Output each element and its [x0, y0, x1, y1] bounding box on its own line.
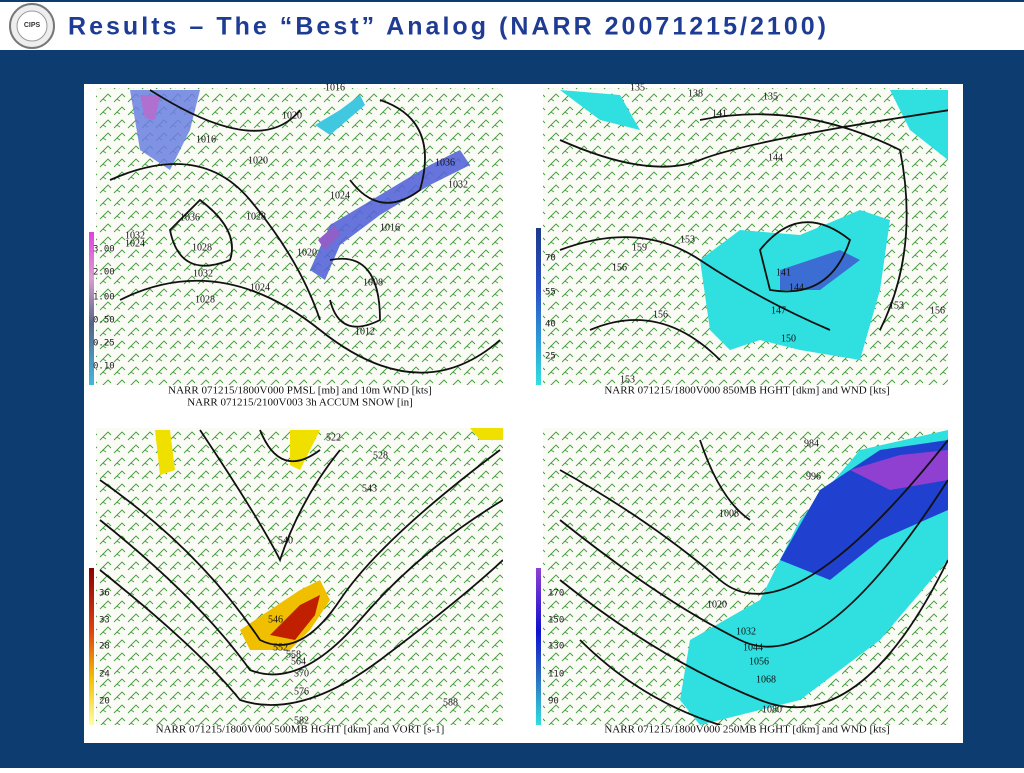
map-caption: NARR 071215/2100V003 3h ACCUM SNOW [in]	[187, 397, 413, 409]
colorbar	[536, 228, 541, 385]
colorbar-label: 0.25	[93, 339, 115, 349]
header-bar	[0, 2, 1024, 50]
slide-title: Results – The “Best” Analog (NARR 200712…	[68, 13, 826, 41]
contour-label: 144	[768, 152, 783, 163]
colorbar-label: 20	[99, 697, 110, 707]
contour-label: 1008	[363, 277, 383, 288]
colorbar-label: 1.00	[93, 293, 115, 303]
contour-label: 135	[630, 82, 645, 93]
colorbar-label: 130	[548, 642, 564, 652]
contour-label: 147	[771, 305, 786, 316]
contour-label: 984	[804, 438, 819, 449]
contour-label: 1016	[380, 222, 400, 233]
contour-label: 153	[620, 374, 635, 385]
colorbar	[89, 568, 94, 725]
contour-label: 1068	[756, 674, 776, 685]
contour-label: 150	[781, 333, 796, 344]
contour-label: 1032	[125, 230, 145, 241]
contour-label: 528	[373, 450, 388, 461]
contour-label: 1020	[707, 599, 727, 610]
contour-label: 1020	[282, 110, 302, 121]
contour-label: 1024	[330, 190, 350, 201]
map-250mb	[543, 428, 948, 725]
colorbar-label: 24	[99, 670, 110, 680]
contour-label: 1028	[195, 294, 215, 305]
colorbar-label: 2.00	[93, 268, 115, 278]
contour-label: 156	[653, 309, 668, 320]
contour-label: 144	[789, 282, 804, 293]
contour-label: 153	[889, 300, 904, 311]
colorbar-label: 40	[545, 320, 556, 330]
map-caption: NARR 071215/1800V000 250MB HGHT [dkm] an…	[604, 724, 889, 736]
header-line	[0, 0, 1024, 2]
colorbar-label: 55	[545, 288, 556, 298]
contour-label: 153	[680, 234, 695, 245]
contour-label: 1044	[743, 642, 763, 653]
colorbar-label: 28	[99, 642, 110, 652]
map-pmsl	[96, 88, 503, 385]
map-caption: NARR 071215/1800V000 500MB HGHT [dkm] an…	[156, 724, 445, 736]
contour-label: 138	[688, 88, 703, 99]
contour-label: 996	[806, 471, 821, 482]
contour-label: 1056	[749, 656, 769, 667]
contour-label: 135	[763, 91, 778, 102]
contour-label: 576	[294, 686, 309, 697]
logo-text: CIPS	[24, 22, 41, 29]
contour-label: 1032	[448, 179, 468, 190]
contour-label: 1012	[355, 326, 375, 337]
contour-label: 588	[443, 697, 458, 708]
colorbar-label: 0.50	[93, 316, 115, 326]
contour-label: 1016	[196, 134, 216, 145]
contour-label: 1016	[325, 82, 345, 93]
colorbar-label: 33	[99, 616, 110, 626]
colorbar	[536, 568, 541, 725]
contour-label: 1036	[435, 157, 455, 168]
contour-label: 582	[294, 715, 309, 726]
colorbar-label: 3.00	[93, 245, 115, 255]
colorbar-label: 70	[545, 254, 556, 264]
contour-label: 156	[612, 262, 627, 273]
contour-label: 1008	[719, 508, 739, 519]
colorbar-label: 110	[548, 670, 564, 680]
contour-label: 552	[273, 642, 288, 653]
logo-inner	[16, 10, 48, 42]
contour-label: 546	[268, 614, 283, 625]
colorbar-label: 0.10	[93, 362, 115, 372]
contour-label: 1024	[125, 238, 145, 249]
map-caption: NARR 071215/1800V000 PMSL [mb] and 10m W…	[168, 385, 432, 397]
contour-label: 156	[930, 305, 945, 316]
contour-label: 522	[326, 432, 341, 443]
contour-label: 1024	[250, 282, 270, 293]
contour-label: 1020	[248, 155, 268, 166]
map-500mb	[96, 428, 503, 725]
colorbar-label: 90	[548, 697, 559, 707]
contour-label: 564	[291, 656, 306, 667]
contour-label: 1080	[762, 704, 782, 715]
colorbar-label: 36	[99, 589, 110, 599]
contour-label: 1036	[180, 212, 200, 223]
contour-label: 1032	[736, 626, 756, 637]
map-850mb	[543, 88, 948, 385]
contour-label: 159	[632, 242, 647, 253]
contour-label: 1032	[193, 268, 213, 279]
contour-label: 1020	[297, 247, 317, 258]
contour-label: 570	[294, 668, 309, 679]
colorbar-label: 25	[545, 352, 556, 362]
contour-label: 1028	[246, 211, 266, 222]
colorbar	[89, 232, 94, 385]
contour-label: 540	[278, 535, 293, 546]
colorbar-label: 150	[548, 616, 564, 626]
map-caption: NARR 071215/1800V000 850MB HGHT [dkm] an…	[604, 385, 889, 397]
contour-label: 558	[286, 649, 301, 660]
contour-label: 141	[712, 108, 727, 119]
colorbar-label: 170	[548, 589, 564, 599]
contour-label: 543	[362, 483, 377, 494]
contour-label: 141	[776, 267, 791, 278]
contour-label: 1028	[192, 242, 212, 253]
